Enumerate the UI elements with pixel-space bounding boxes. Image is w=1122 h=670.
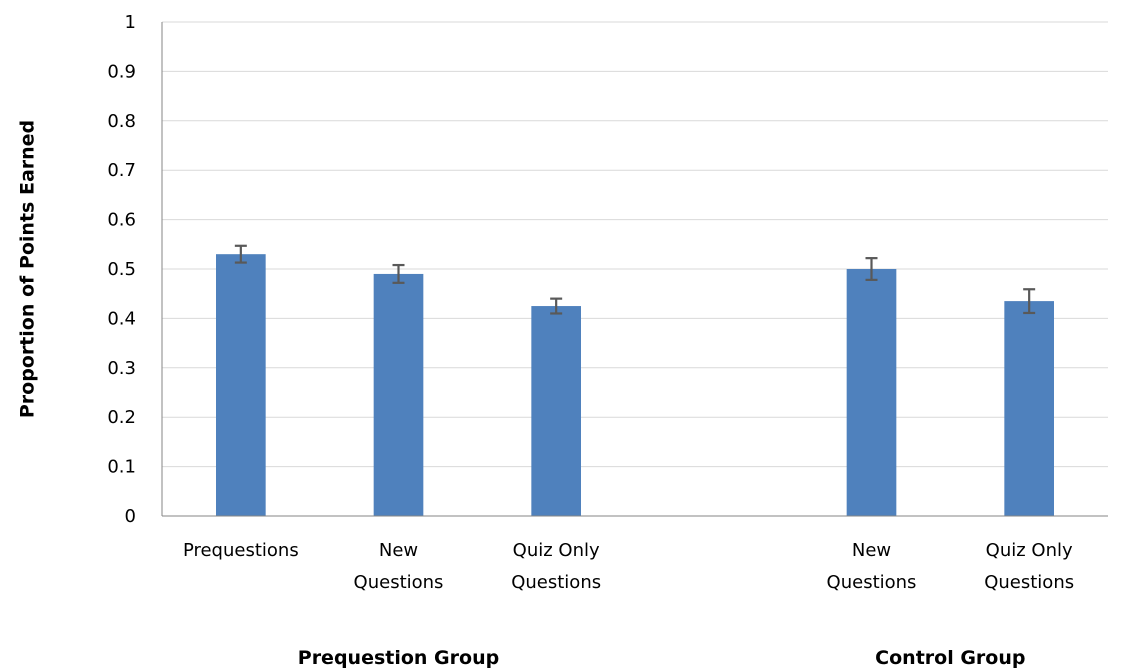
- y-tick-label: 0.7: [107, 160, 136, 181]
- y-axis-title: Proportion of Points Earned: [17, 120, 39, 418]
- x-category-label: New: [852, 540, 891, 561]
- y-axis-tick-labels: 0 0.1 0.2 0.3 0.4 0.5 0.6 0.7 0.8 0.9 1: [107, 12, 136, 527]
- x-category-label: New: [379, 540, 418, 561]
- error-bar: [550, 297, 563, 315]
- x-category-label: Quiz Only: [513, 540, 600, 561]
- y-tick-label: 0.8: [107, 111, 136, 132]
- error-bars: [234, 244, 1036, 315]
- y-tick-label: 0: [125, 506, 136, 527]
- y-tick-label: 0.3: [107, 358, 136, 379]
- bar: [1004, 301, 1054, 516]
- y-tick-label: 0.6: [107, 210, 136, 231]
- x-category-label: Questions: [827, 572, 917, 593]
- error-bar: [234, 244, 247, 264]
- bar: [531, 306, 581, 516]
- y-tick-label: 0.9: [107, 61, 136, 82]
- y-tick-label: 0.5: [107, 259, 136, 280]
- x-category-label: Prequestions: [183, 540, 299, 561]
- x-category-label: Quiz Only: [986, 540, 1073, 561]
- error-bar: [865, 257, 878, 281]
- x-axis-category-labels: Prequestions New Questions Quiz Only Questio…: [183, 540, 1074, 593]
- x-group-label: Control Group: [875, 647, 1025, 669]
- bar: [373, 273, 424, 516]
- bar: [216, 254, 266, 516]
- bars: [216, 254, 1054, 516]
- y-tick-label: 0.4: [107, 308, 136, 329]
- y-tick-label: 0.2: [107, 407, 136, 428]
- error-bar: [392, 263, 405, 284]
- bar: [846, 269, 897, 516]
- x-category-label: Questions: [354, 572, 444, 593]
- y-tick-label: 1: [125, 12, 136, 33]
- error-bar: [1023, 288, 1036, 315]
- x-axis-group-labels: Prequestion Group Control Group: [298, 647, 1026, 669]
- x-group-label: Prequestion Group: [298, 647, 499, 669]
- x-category-label: Questions: [984, 572, 1074, 593]
- x-category-label: Questions: [511, 572, 601, 593]
- gridlines: [162, 21, 1108, 468]
- y-tick-label: 0.1: [107, 457, 136, 478]
